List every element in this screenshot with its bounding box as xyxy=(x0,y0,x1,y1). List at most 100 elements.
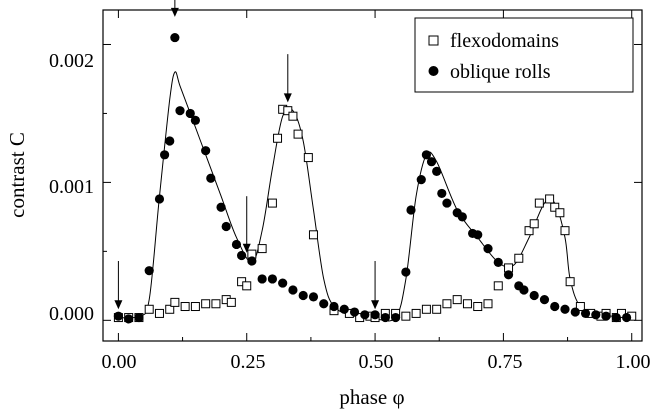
oblique-rolls-point-55 xyxy=(591,310,601,320)
flexodomains-point-48 xyxy=(550,202,560,212)
oblique-rolls-point-12 xyxy=(206,173,216,183)
flexodomains-point-21 xyxy=(288,111,298,121)
oblique-rolls-point-0 xyxy=(113,311,123,321)
legend-box xyxy=(414,17,634,93)
data-points-group xyxy=(113,32,637,324)
oblique-rolls-point-38 xyxy=(437,188,447,199)
oblique-rolls-point-17 xyxy=(247,256,257,266)
oblique-rolls-point-16 xyxy=(237,250,247,261)
oblique-rolls-point-15 xyxy=(231,239,242,250)
oblique-rolls-point-41 xyxy=(457,212,467,222)
oblique-rolls-point-36 xyxy=(426,157,437,167)
oblique-rolls-point-2 xyxy=(134,312,144,323)
y-tick-label-2: 0.002 xyxy=(49,50,94,72)
arrow-head-1 xyxy=(170,7,179,17)
flexodomains-point-7 xyxy=(180,302,190,312)
oblique-rolls-point-4 xyxy=(154,194,165,204)
oblique-rolls-point-57 xyxy=(611,312,621,323)
oblique-rolls-point-48 xyxy=(519,285,529,295)
oblique-rolls-point-49 xyxy=(529,290,539,301)
oblique-rolls-point-18 xyxy=(257,274,267,284)
oblique-rolls-point-35 xyxy=(421,150,431,160)
oblique-rolls-point-30 xyxy=(380,312,390,323)
flexodomains-point-22 xyxy=(293,129,303,139)
oblique-rolls-point-13 xyxy=(216,202,226,212)
flexodomains-point-18 xyxy=(273,133,283,143)
flexodomains-point-14 xyxy=(242,281,252,291)
x-tick-label-1: 0.25 xyxy=(231,351,266,373)
oblique-rolls-point-1 xyxy=(124,314,134,324)
oblique-rolls-point-19 xyxy=(267,274,277,284)
flexodomains-point-16 xyxy=(257,244,267,254)
flexodomains-point-47 xyxy=(545,194,555,204)
flexodomains-point-52 xyxy=(575,302,585,312)
flexodomains-point-24 xyxy=(308,230,318,240)
flexodomains-point-10 xyxy=(211,299,221,309)
oblique-rolls-point-44 xyxy=(483,243,493,254)
arrow-head-0 xyxy=(114,300,123,310)
flexodomains-point-40 xyxy=(483,299,493,309)
oblique-rolls-point-6 xyxy=(165,136,175,146)
flexodomains-point-20 xyxy=(283,106,293,116)
oblique-rolls-point-33 xyxy=(406,205,416,215)
oblique-rolls-point-11 xyxy=(201,146,211,156)
flexodomains-point-39 xyxy=(473,302,483,312)
flexodomains-point-36 xyxy=(442,299,452,309)
flexodomains-point-9 xyxy=(201,299,211,309)
x-tick-label-0: 0.00 xyxy=(102,351,137,373)
oblique-rolls-point-23 xyxy=(308,292,319,302)
y-axis-label: contrast C xyxy=(5,132,29,218)
x-tick-label-2: 0.50 xyxy=(359,351,394,373)
x-axis-label: phase φ xyxy=(339,385,404,409)
oblique-rolls-point-43 xyxy=(473,230,483,240)
oblique-rolls-point-9 xyxy=(185,108,195,119)
oblique-rolls-point-37 xyxy=(432,166,442,176)
flexodomains-point-23 xyxy=(303,153,313,163)
arrows-group xyxy=(114,0,380,310)
flexodomains-point-17 xyxy=(267,198,277,208)
flexodomains-point-3 xyxy=(144,304,154,314)
oblique-rolls-point-14 xyxy=(221,221,231,232)
x-tick-label-3: 0.75 xyxy=(488,351,523,373)
oblique-rolls-point-3 xyxy=(144,266,154,276)
oblique-rolls-point-45 xyxy=(493,257,503,267)
flexodomains-point-49 xyxy=(555,208,565,218)
y-tick-label-1: 0.001 xyxy=(49,176,94,198)
flexodomains-point-12 xyxy=(226,297,236,307)
flexodomains-point-33 xyxy=(411,308,421,318)
oblique-rolls-point-26 xyxy=(339,304,349,314)
legend-label-oblique-rolls: oblique rolls xyxy=(450,61,551,83)
flexodomains-point-35 xyxy=(432,304,442,314)
flexodomains-point-5 xyxy=(165,304,175,314)
oblique-rolls-point-8 xyxy=(175,106,185,116)
oblique-rolls-point-7 xyxy=(170,32,180,43)
flexodomains-point-50 xyxy=(560,226,570,236)
axis-ticks xyxy=(103,10,642,341)
oblique-rolls-point-29 xyxy=(370,310,380,320)
oblique-rolls-point-50 xyxy=(539,295,550,305)
oblique-rolls-point-34 xyxy=(416,175,426,185)
flexodomains-point-51 xyxy=(565,277,575,287)
oblique-rolls-point-24 xyxy=(319,299,329,309)
flexodomains-point-6 xyxy=(170,297,180,307)
flexodomains-point-46 xyxy=(534,198,544,208)
flexodomains-point-4 xyxy=(154,308,164,318)
arrow-head-2 xyxy=(242,243,251,253)
legend-marker-flexodomains xyxy=(428,35,439,46)
legend: flexodomains oblique rolls xyxy=(414,17,634,93)
oblique-rolls-point-58 xyxy=(622,312,632,323)
oblique-rolls-point-28 xyxy=(360,310,370,320)
oblique-rolls-point-22 xyxy=(298,290,308,301)
flexodomains-point-45 xyxy=(529,219,539,229)
oblique-rolls-point-52 xyxy=(560,304,570,314)
oblique-rolls-point-27 xyxy=(349,307,360,317)
flexodomains-point-38 xyxy=(462,299,472,309)
oblique-rolls-point-10 xyxy=(190,115,200,125)
plot-frame xyxy=(102,9,643,342)
oblique-rolls-point-46 xyxy=(503,270,514,280)
oblique-rolls-point-25 xyxy=(329,301,339,312)
oblique-rolls-point-21 xyxy=(288,285,298,295)
oblique-rolls-point-56 xyxy=(601,311,611,321)
oblique-rolls-point-54 xyxy=(580,308,591,319)
